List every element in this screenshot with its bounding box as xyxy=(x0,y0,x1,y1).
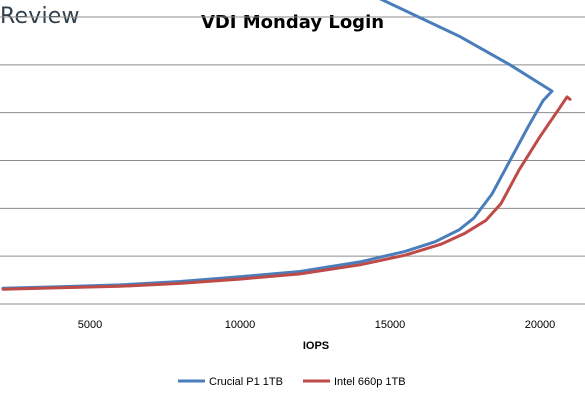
x-tick-label-20000: 20000 xyxy=(525,319,556,331)
legend-label-1: Crucial P1 1TB xyxy=(209,376,283,388)
series-line-2 xyxy=(1,95,572,291)
gridlines xyxy=(0,16,585,305)
legend-label-2: Intel 660p 1TB xyxy=(334,376,406,388)
x-axis-label: IOPS xyxy=(303,340,329,352)
legend: Crucial P1 1TB Intel 660p 1TB xyxy=(178,376,406,388)
series-lines xyxy=(1,0,572,291)
x-tick-label-10000: 10000 xyxy=(225,319,256,331)
series-line-1 xyxy=(1,0,554,290)
x-tick-label-5000: 5000 xyxy=(78,319,102,331)
x-tick-labels: 5000 10000 15000 20000 xyxy=(78,319,556,331)
x-tick-label-15000: 15000 xyxy=(375,319,406,331)
